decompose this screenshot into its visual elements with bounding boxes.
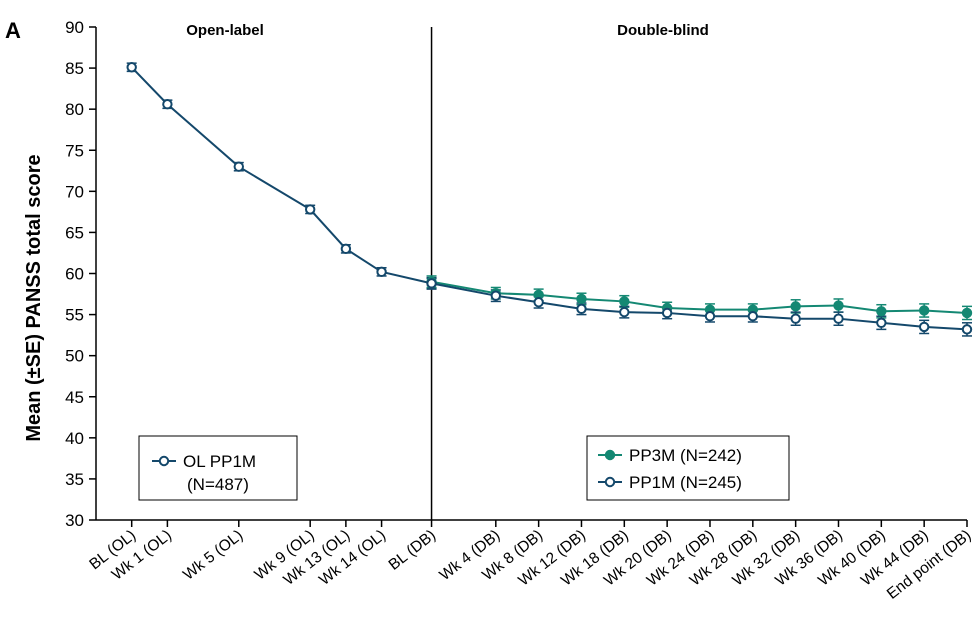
data-point-pp3m bbox=[918, 305, 930, 316]
panel-letter: A bbox=[5, 18, 21, 43]
data-point-pp1m bbox=[833, 313, 844, 324]
y-tick-label: 70 bbox=[65, 182, 84, 201]
legend-label-ol-pp1m: OL PP1M bbox=[183, 452, 256, 471]
y-axis-label: Mean (±SE) PANSS total score bbox=[23, 154, 45, 441]
y-tick-label: 65 bbox=[65, 223, 84, 242]
legend-label-pp3m: PP3M (N=242) bbox=[629, 446, 742, 465]
x-tick-label: BL (DB) bbox=[386, 527, 439, 574]
y-tick-label: 85 bbox=[65, 59, 84, 78]
data-point-pp1m bbox=[661, 307, 673, 319]
data-point-ol_pp1m bbox=[162, 99, 173, 110]
data-point-pp1m bbox=[533, 297, 544, 308]
legend-swatch-pp1m-marker bbox=[604, 476, 616, 488]
data-point-pp1m bbox=[790, 313, 801, 324]
data-point-pp3m bbox=[576, 293, 587, 305]
data-point-pp3m bbox=[961, 307, 973, 319]
data-point-ol_pp1m bbox=[304, 204, 316, 215]
legend-label-ol-n: (N=487) bbox=[187, 475, 249, 494]
data-point-pp1m bbox=[704, 311, 716, 322]
data-point-pp1m bbox=[876, 317, 887, 328]
data-point-pp3m bbox=[876, 306, 887, 317]
data-point-ol_pp1m bbox=[126, 62, 137, 73]
data-point-ol_pp1m bbox=[376, 266, 387, 278]
data-point-pp3m bbox=[833, 300, 844, 311]
y-tick-label: 35 bbox=[65, 470, 84, 489]
data-point-pp1m bbox=[619, 306, 630, 318]
x-tick-label: Wk 5 (OL) bbox=[180, 527, 246, 584]
legend-swatch-pp3m-marker bbox=[604, 449, 616, 461]
data-point-pp1m bbox=[426, 278, 437, 289]
y-tick-label: 55 bbox=[65, 306, 84, 325]
legend-label-pp1m: PP1M (N=245) bbox=[629, 473, 742, 492]
y-tick-label: 75 bbox=[65, 141, 84, 160]
legend-box bbox=[586, 435, 790, 501]
data-point-pp1m bbox=[576, 303, 587, 315]
legend-double-blind: PP3M (N=242) PP1M (N=245) bbox=[586, 435, 790, 501]
phase-label-open-label: Open-label bbox=[186, 22, 264, 39]
data-point-pp1m bbox=[490, 290, 502, 301]
data-point-pp1m bbox=[918, 321, 930, 333]
y-tick-label: 80 bbox=[65, 100, 84, 119]
y-tick-label: 40 bbox=[65, 429, 84, 448]
data-point-pp1m bbox=[747, 311, 759, 322]
y-tick-label: 60 bbox=[65, 265, 84, 284]
legend-swatch-ol-pp1m-marker bbox=[158, 455, 170, 467]
y-tick-label: 50 bbox=[65, 347, 84, 366]
y-tick-label: 30 bbox=[65, 511, 84, 530]
series-line-pp1m bbox=[431, 282, 968, 331]
plot-area bbox=[126, 62, 973, 337]
data-point-pp3m bbox=[619, 296, 630, 307]
legend-box bbox=[138, 435, 298, 501]
data-point-ol_pp1m bbox=[340, 243, 352, 255]
phase-label-double-blind: Double-blind bbox=[617, 22, 709, 39]
legend-open-label: OL PP1M (N=487) bbox=[138, 435, 298, 501]
y-tick-label: 45 bbox=[65, 388, 84, 407]
data-point-ol_pp1m bbox=[233, 161, 244, 172]
y-tick-label: 90 bbox=[65, 18, 84, 37]
data-point-pp1m bbox=[961, 324, 973, 335]
data-point-pp3m bbox=[790, 301, 801, 312]
series-line-ol_pp1m bbox=[130, 66, 432, 285]
